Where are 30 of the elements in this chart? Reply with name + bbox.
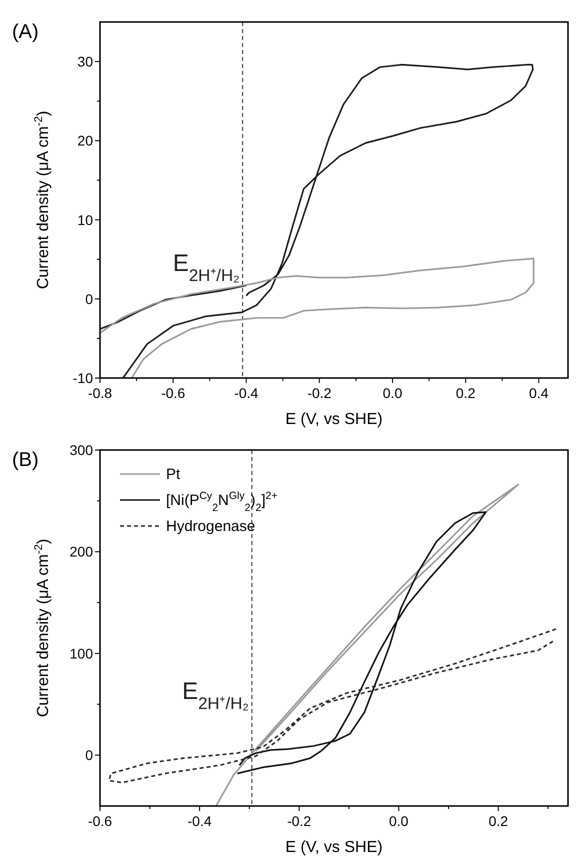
y-tick-label: 20 — [77, 132, 94, 149]
legend-label: Pt — [166, 466, 182, 483]
ref-line-label: E$_{2H⁺/H₂}$ — [182, 678, 249, 713]
x-tick-label: -0.2 — [307, 385, 332, 401]
x-tick-label: -0.4 — [234, 385, 259, 401]
x-axis-title: E (V, vs SHE) — [285, 839, 383, 856]
y-tick-label: -10 — [72, 370, 94, 386]
x-tick-label: 0.0 — [382, 385, 402, 401]
x-tick-label: -0.4 — [188, 813, 212, 829]
x-tick-label: 0.4 — [529, 385, 549, 401]
text: [Ni(P$^{Cy}$$_{2}$N$^{Gly}$$_{2}$)$_{2}$]$^{2+}$ — [166, 490, 278, 514]
y-tick-label: 100 — [70, 645, 94, 662]
y-tick-label: 0 — [85, 290, 94, 307]
legend-label: Hydrogenase — [166, 518, 256, 535]
x-tick-label: 0.0 — [388, 813, 409, 829]
chart-title: (B) — [12, 449, 39, 471]
chart-title: (A) — [12, 21, 39, 43]
ref-line-label: E$_{2H⁺/H₂}$ — [172, 250, 240, 285]
y-tick-label: 300 — [70, 442, 94, 458]
x-tick-label: -0.6 — [88, 813, 112, 829]
y-tick-label: 10 — [77, 212, 94, 228]
x-tick-label: 0.2 — [456, 385, 476, 401]
y-tick-label: 200 — [70, 544, 94, 560]
x-tick-label: -0.6 — [161, 385, 186, 401]
x-tick-label: -0.8 — [88, 385, 112, 401]
x-tick-label: -0.2 — [287, 813, 312, 829]
y-tick-label: 30 — [77, 54, 94, 70]
x-axis-title: E (V, vs SHE) — [285, 411, 383, 428]
x-tick-label: 0.2 — [488, 813, 508, 829]
y-tick-label: 0 — [85, 747, 94, 764]
